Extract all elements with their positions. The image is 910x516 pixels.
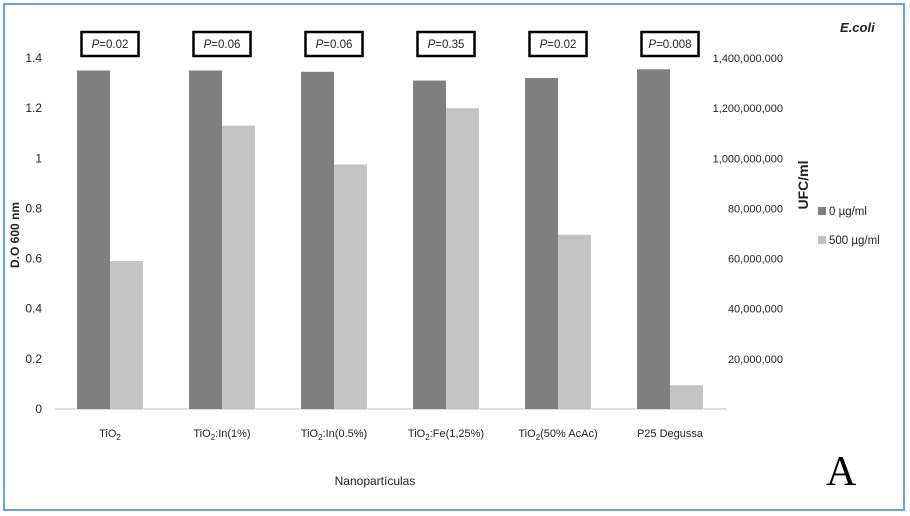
- y2-tick-label: 60,000,000: [728, 254, 783, 266]
- bar: [670, 385, 703, 409]
- p-value-box: [192, 30, 252, 58]
- tick-labels: 0 0.2 0.4 0.6 0.8 1 1.2 1.4 20,000,000 40,000,000…: [25, 51, 783, 442]
- legend-label: 0 µg/ml: [829, 206, 867, 218]
- p-value-label: P=0.02: [92, 39, 129, 51]
- p-value-box: [416, 30, 476, 58]
- bar: [301, 71, 334, 410]
- p-value-label: P=0.02: [540, 39, 577, 51]
- y-tick-label: 1.4: [25, 51, 42, 65]
- x-tick-label: TiO2: [99, 428, 121, 442]
- chart-legend: 0 µg/ml 500 µg/ml: [818, 206, 880, 247]
- y2-tick-label: 1,000,000,000: [713, 153, 783, 165]
- species-label: E.coli: [840, 20, 875, 35]
- x-tick-label: P25 Degussa: [637, 428, 704, 440]
- x-tick-label: TiO2(50% AcAc): [518, 428, 597, 442]
- p-value-box: [80, 30, 140, 58]
- bar: [413, 80, 446, 410]
- bar: [558, 234, 591, 409]
- y-axis-label: D.O 600 nm: [8, 202, 22, 268]
- y-tick-label: 0.4: [25, 302, 42, 316]
- p-value-label: P=0.06: [204, 39, 241, 51]
- bar: [222, 125, 255, 409]
- bar: [525, 78, 558, 410]
- bar: [637, 69, 670, 410]
- p-value-label: P=0.06: [316, 39, 353, 51]
- x-tick-label: TiO2:In(1%): [193, 428, 250, 442]
- y-tick-label: 1.2: [25, 101, 42, 115]
- y2-tick-label: 1,400,000,000: [713, 53, 783, 65]
- p-value-label: P=0.008: [648, 39, 691, 51]
- legend-swatch: [818, 236, 826, 244]
- y-tick-label: 0.2: [25, 352, 42, 366]
- legend-label: 500 µg/ml: [829, 235, 880, 247]
- bar: [110, 261, 143, 409]
- y2-tick-label: 80,000,000: [728, 203, 783, 215]
- p-value-box: [528, 30, 588, 58]
- x-tick-label: TiO2:In(0.5%): [301, 428, 367, 442]
- p-value-label: P=0.35: [428, 39, 465, 51]
- bar: [446, 108, 479, 410]
- y2-tick-label: 40,000,000: [728, 304, 783, 316]
- y-tick-label: 0.8: [25, 201, 42, 215]
- bar: [334, 164, 367, 409]
- y2-tick-label: 20,000,000: [728, 354, 783, 366]
- bar: [77, 70, 110, 410]
- p-value-box: [640, 30, 700, 58]
- x-axis-label: Nanopartículas: [335, 474, 416, 488]
- y-tick-label: 0: [35, 402, 42, 416]
- chart-bars: [77, 69, 703, 410]
- p-value-box: [304, 30, 364, 58]
- legend-swatch: [818, 207, 826, 215]
- y-tick-label: 0.6: [25, 252, 42, 266]
- x-tick-label: TiO2:Fe(1,25%): [408, 428, 484, 442]
- y-tick-label: 1: [35, 151, 42, 165]
- p-value-boxes: P=0.02 P=0.06 P=0.06 P=0.35 P=0.02 P=0.008: [80, 30, 700, 58]
- bar: [189, 70, 222, 410]
- secondary-y-axis-label: UFC/ml: [795, 161, 811, 210]
- y2-tick-label: 1,200,000,000: [713, 103, 783, 115]
- panel-label: A: [826, 449, 857, 495]
